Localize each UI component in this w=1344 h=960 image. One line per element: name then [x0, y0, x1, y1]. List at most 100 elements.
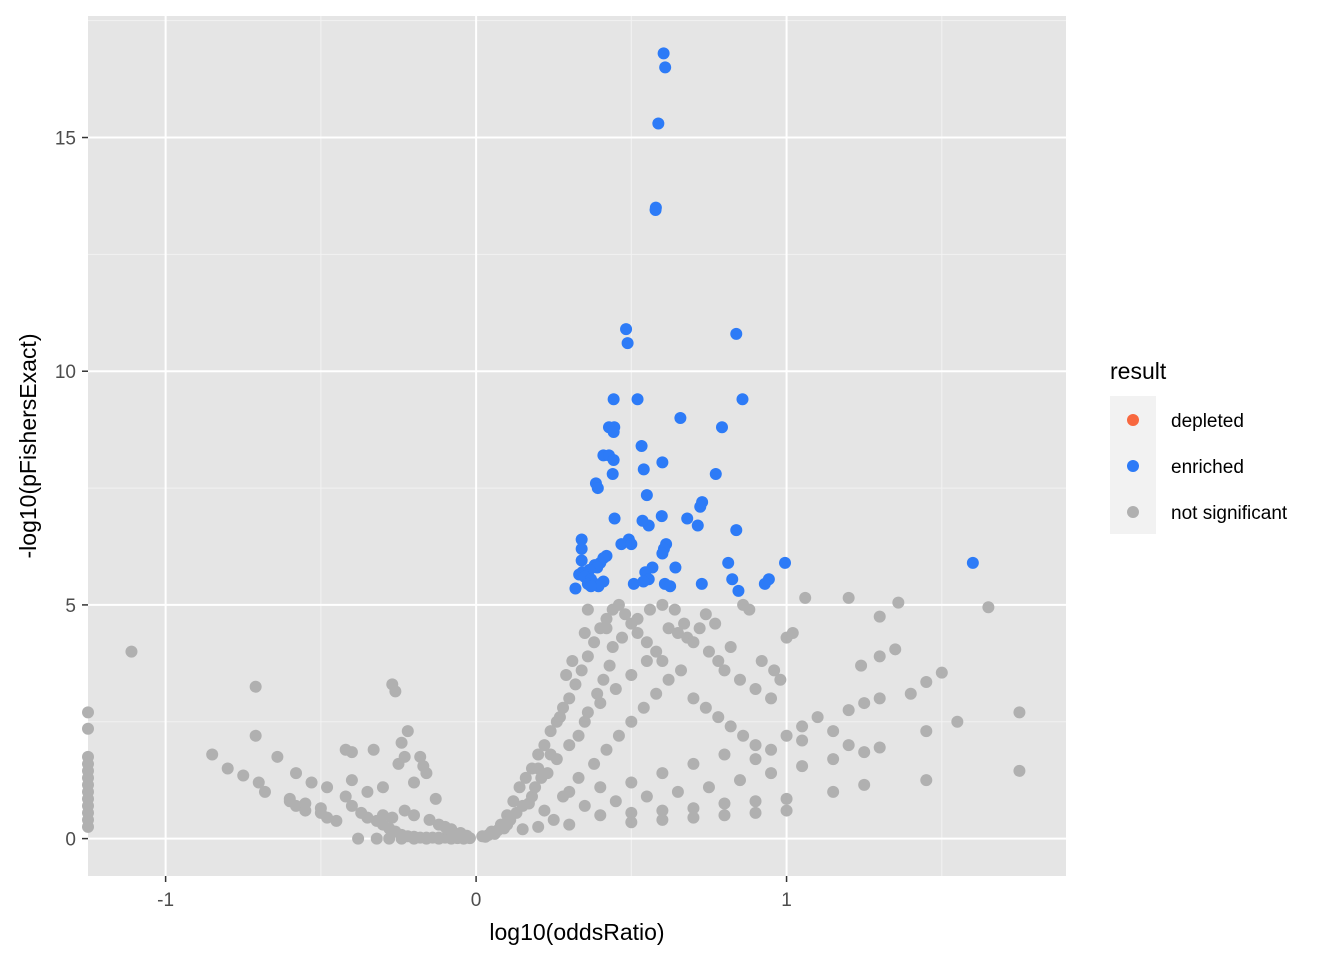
point-not-significant: [339, 790, 352, 803]
point-enriched: [694, 500, 707, 513]
point-not-significant: [237, 769, 250, 782]
point-enriched: [591, 482, 604, 495]
point-not-significant: [662, 673, 675, 686]
point-not-significant: [675, 664, 688, 677]
point-not-significant: [283, 795, 296, 808]
point-not-significant: [662, 622, 675, 635]
point-not-significant: [935, 666, 948, 679]
point-not-significant: [811, 711, 824, 724]
point-not-significant: [290, 767, 303, 780]
point-not-significant: [668, 603, 681, 616]
point-not-significant: [249, 729, 262, 742]
point-not-significant: [550, 753, 563, 766]
point-enriched: [669, 561, 682, 574]
point-not-significant: [619, 608, 632, 621]
point-not-significant: [687, 802, 700, 815]
point-not-significant: [541, 767, 554, 780]
point-not-significant: [345, 799, 358, 812]
point-not-significant: [408, 809, 420, 822]
point-not-significant: [581, 706, 594, 719]
point-enriched: [606, 468, 619, 481]
point-not-significant: [640, 636, 653, 649]
point-not-significant: [656, 655, 669, 667]
point-not-significant: [724, 720, 737, 733]
point-not-significant: [603, 659, 616, 672]
point-not-significant: [532, 762, 545, 775]
point-not-significant: [625, 816, 638, 829]
point-not-significant: [858, 697, 871, 710]
point-enriched: [730, 524, 743, 537]
point-not-significant: [408, 832, 420, 845]
point-not-significant: [258, 785, 271, 798]
point-not-significant: [345, 746, 358, 759]
point-not-significant: [718, 664, 731, 677]
point-not-significant: [749, 795, 762, 808]
point-not-significant: [553, 711, 566, 724]
y-tick-label: 10: [55, 362, 76, 383]
point-not-significant: [712, 655, 725, 667]
point-not-significant: [799, 591, 812, 604]
point-not-significant: [389, 685, 402, 698]
point-not-significant: [445, 823, 458, 836]
point-not-significant: [718, 748, 731, 761]
point-enriched: [966, 556, 979, 569]
point-not-significant: [370, 832, 383, 845]
point-enriched: [635, 440, 648, 452]
point-enriched: [726, 573, 739, 586]
point-not-significant: [855, 659, 868, 672]
point-enriched: [607, 393, 620, 406]
point-enriched: [621, 337, 634, 350]
point-not-significant: [743, 603, 756, 616]
point-not-significant: [479, 830, 492, 843]
point-not-significant: [643, 603, 656, 616]
point-not-significant: [519, 771, 532, 784]
point-not-significant: [361, 785, 374, 798]
point-not-significant: [702, 645, 715, 658]
point-not-significant: [395, 736, 408, 749]
point-not-significant: [612, 729, 625, 742]
legend-title: result: [1110, 358, 1167, 384]
point-not-significant: [82, 706, 94, 719]
point-not-significant: [640, 655, 653, 667]
point-enriched: [652, 117, 665, 130]
legend-label: depleted: [1171, 411, 1244, 432]
point-not-significant: [768, 664, 781, 677]
point-not-significant: [873, 610, 886, 623]
point-not-significant: [330, 814, 343, 827]
point-not-significant: [780, 729, 793, 742]
point-not-significant: [557, 790, 570, 803]
point-not-significant: [578, 715, 591, 728]
point-not-significant: [522, 797, 535, 810]
point-not-significant: [749, 739, 762, 752]
point-not-significant: [566, 655, 579, 667]
point-enriched: [615, 538, 628, 551]
point-not-significant: [383, 832, 396, 845]
point-not-significant: [699, 701, 712, 714]
point-not-significant: [796, 760, 809, 773]
point-not-significant: [252, 776, 265, 789]
point-not-significant: [765, 767, 778, 780]
point-not-significant: [749, 753, 762, 766]
point-not-significant: [578, 626, 591, 639]
point-not-significant: [420, 832, 433, 845]
point-not-significant: [765, 743, 778, 756]
legend: result depleted enriched not significant: [1110, 358, 1288, 534]
point-not-significant: [507, 795, 520, 808]
point-not-significant: [873, 650, 886, 663]
point-not-significant: [591, 687, 604, 700]
point-not-significant: [718, 797, 731, 810]
point-not-significant: [547, 813, 560, 826]
point-not-significant: [637, 701, 650, 714]
point-not-significant: [557, 701, 570, 714]
point-not-significant: [538, 804, 551, 817]
point-not-significant: [734, 673, 746, 686]
point-not-significant: [796, 734, 809, 747]
point-not-significant: [774, 673, 787, 686]
point-not-significant: [532, 748, 545, 761]
point-enriched: [636, 514, 649, 527]
point-enriched: [758, 577, 771, 590]
point-not-significant: [625, 776, 638, 789]
point-not-significant: [560, 669, 573, 682]
point-not-significant: [951, 715, 964, 728]
point-not-significant: [616, 631, 629, 644]
